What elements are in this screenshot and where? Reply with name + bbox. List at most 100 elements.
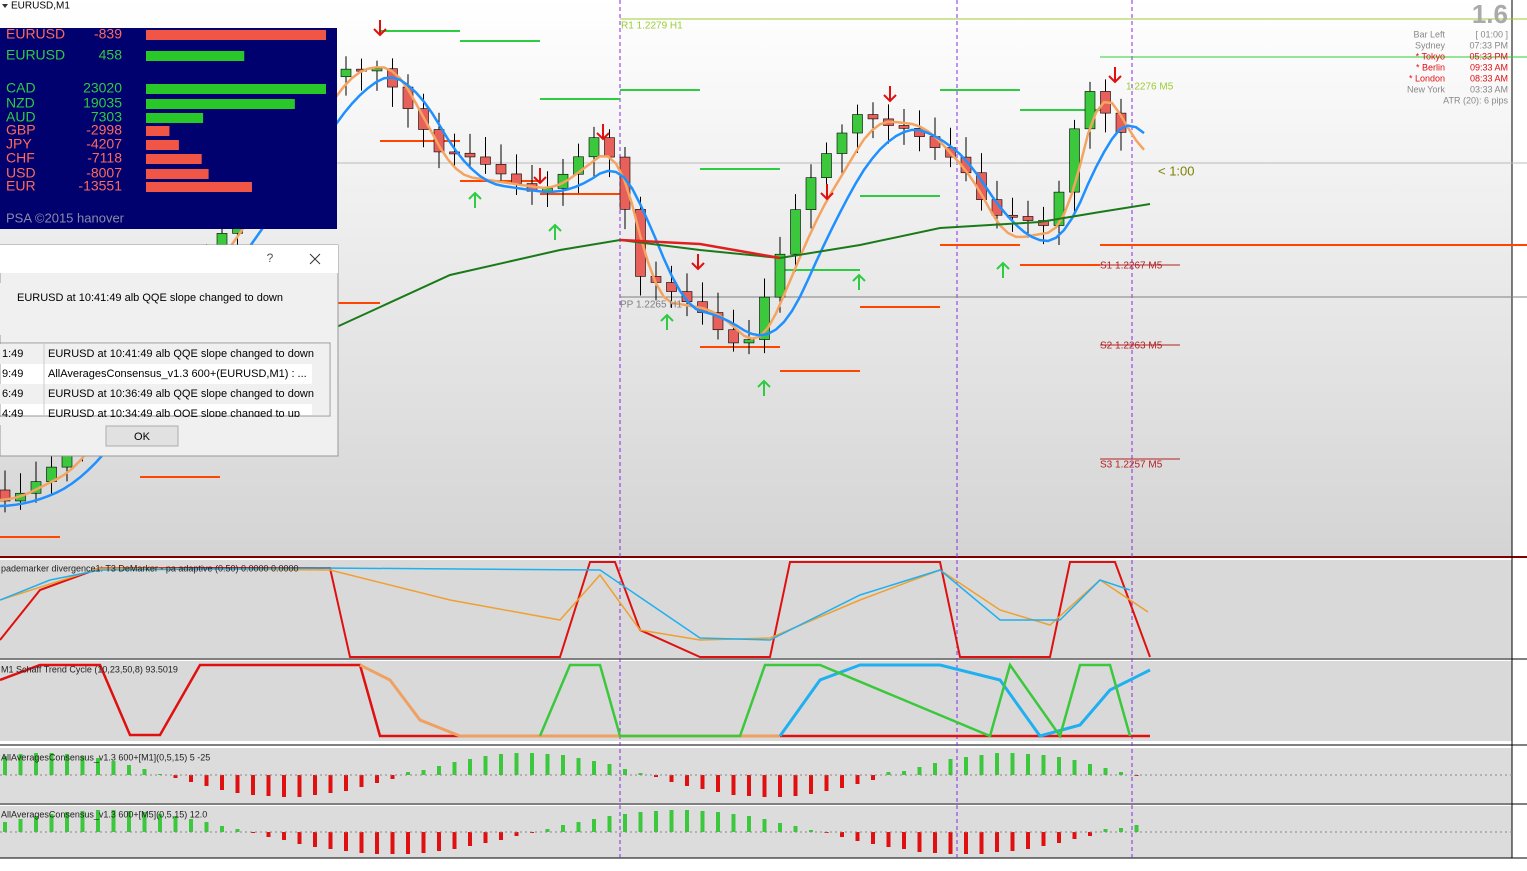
spread: 1.6: [1472, 0, 1508, 29]
currency-value: -839: [94, 26, 122, 42]
candle-body: [588, 137, 600, 158]
hist-bar: [18, 819, 23, 832]
currency-value: 19035: [83, 95, 122, 111]
hist-bar: [654, 811, 658, 832]
hist-bar: [561, 755, 565, 775]
hist-bar: [933, 763, 937, 775]
hist-bar: [545, 829, 550, 832]
alert-message: EURUSD at 10:41:49 alb QQE slope changed…: [17, 292, 283, 304]
candle-body: [573, 156, 584, 175]
hist-bar: [390, 832, 395, 854]
hist-bar: [96, 810, 100, 832]
stc-orange: [359, 663, 780, 738]
hist-bar: [592, 761, 596, 775]
hist-bar: [1119, 772, 1123, 775]
hist-bar: [762, 819, 767, 832]
hist-bar: [375, 832, 379, 854]
hist-bar: [80, 811, 85, 832]
session-label: * Berlin: [1416, 62, 1445, 72]
alert-time: 4:49: [2, 408, 23, 420]
hist-bar: [266, 775, 271, 796]
hist-bar: [251, 775, 255, 795]
hist-bar: [964, 832, 968, 854]
alert-text: EURUSD at 10:34:49 alb QQE slope changed…: [48, 408, 300, 420]
hist-bar: [96, 758, 100, 775]
candle-body: [852, 114, 863, 134]
up-arrow: [468, 191, 482, 208]
candle-body: [774, 253, 786, 298]
hist-bar: [313, 775, 317, 795]
hist-bar: [220, 775, 224, 790]
strength-bar: [146, 99, 295, 109]
hist-bar: [499, 754, 503, 775]
hist-bar: [65, 812, 69, 832]
hist-bar: [607, 816, 612, 832]
hist-bar: [1119, 828, 1123, 832]
pivot-label: R1 1.2279 H1: [621, 21, 683, 32]
message-box: [0, 283, 330, 335]
hist-bar: [49, 753, 54, 775]
hist-bar: [282, 775, 286, 797]
hist-bar: [452, 832, 457, 849]
alert-list-clip: [0, 417, 330, 425]
hist-bar: [778, 775, 782, 797]
strength-bar: [146, 30, 326, 40]
hist-bar: [809, 775, 813, 794]
up-arrow: [852, 273, 866, 290]
session-label: Sydney: [1415, 40, 1446, 50]
hist-bar: [437, 766, 441, 775]
session-label: * London: [1409, 73, 1445, 83]
down-arrow: [691, 254, 705, 271]
hist-bar: [1010, 832, 1015, 851]
candle-body: [898, 125, 910, 129]
candle-body: [371, 68, 383, 72]
alert-time: 9:49: [2, 368, 23, 380]
hist-bar: [34, 753, 38, 775]
hist-bar: [840, 832, 844, 837]
currency-name: EURUSD: [6, 26, 65, 42]
alert-time: 1:49: [2, 348, 23, 360]
hist-bar: [189, 775, 193, 782]
hist-bar: [1134, 825, 1139, 832]
scrollbar: [312, 344, 329, 415]
hist-bar: [1057, 832, 1061, 843]
down-arrow: [1108, 67, 1122, 84]
currency-name: CHF: [6, 150, 35, 166]
alert-text: EURUSD at 10:41:49 alb QQE slope changed…: [48, 348, 314, 360]
candle-body: [805, 177, 817, 210]
currency-value: -4207: [86, 136, 122, 152]
candle-body: [1022, 216, 1034, 221]
indicator-title: pademarker divergence1: T3 DeMarker - pa…: [1, 563, 299, 573]
hist-bar: [669, 810, 674, 832]
candle-body: [728, 329, 739, 344]
hist-bar: [1010, 753, 1015, 775]
hist-bar: [251, 832, 255, 833]
currency-name: EURUSD: [6, 47, 65, 63]
strength-bar: [146, 182, 252, 192]
ok-button[interactable]: [105, 425, 179, 447]
session-value: 03:33 AM: [1470, 84, 1508, 94]
hist-bar: [902, 771, 906, 775]
strength-bar: [146, 154, 202, 164]
hist-bar: [142, 769, 147, 775]
hist-bar: [158, 814, 162, 832]
currency-value: -8007: [86, 165, 122, 181]
hist-bar: [297, 832, 302, 844]
hist-bar: [793, 826, 798, 832]
hist-bar: [266, 832, 271, 837]
pivot-label: 1.2276 M5: [1126, 82, 1174, 93]
currency-value: 23020: [83, 80, 122, 96]
strength-bar: [146, 140, 179, 150]
hist-bar: [561, 825, 565, 832]
hist-bar: [855, 832, 860, 841]
candle-body: [604, 137, 615, 158]
hist-bar: [514, 753, 519, 775]
hist-bar: [948, 832, 953, 854]
session-value: 05:33 PM: [1469, 51, 1508, 61]
ok-label: OK: [134, 431, 151, 443]
strength-bar: [146, 51, 245, 61]
hist-bar: [576, 758, 581, 775]
hist-bar: [731, 814, 736, 832]
